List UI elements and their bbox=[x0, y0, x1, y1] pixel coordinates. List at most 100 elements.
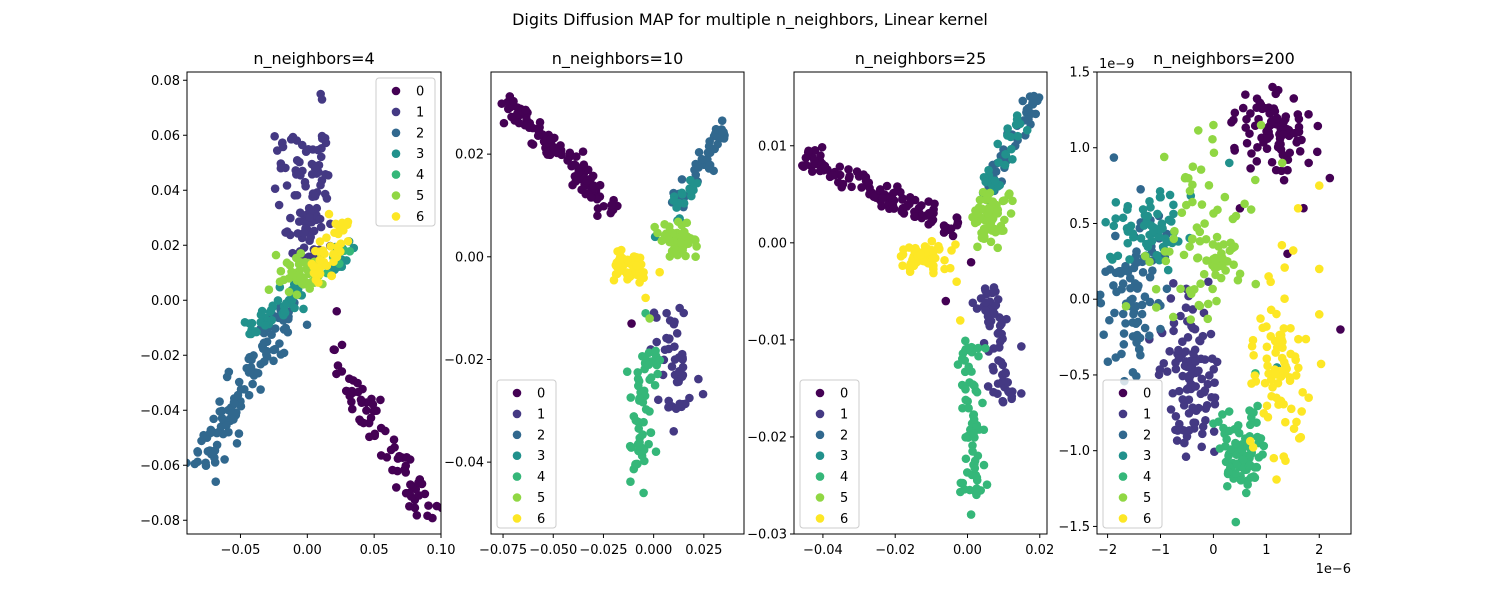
scatter-point bbox=[1210, 378, 1219, 387]
scatter-point bbox=[1188, 403, 1198, 413]
scatter-point bbox=[1198, 331, 1208, 341]
scatter-point bbox=[651, 447, 661, 456]
scatter-point bbox=[804, 146, 813, 156]
scatter-point bbox=[1133, 284, 1142, 293]
scatter-point bbox=[641, 405, 651, 414]
scatter-point bbox=[271, 250, 281, 260]
scatter-point bbox=[1262, 401, 1272, 411]
scatter-point bbox=[1209, 148, 1219, 158]
scatter-point bbox=[1223, 467, 1233, 477]
scatter-point bbox=[952, 213, 962, 223]
scatter-point bbox=[1101, 217, 1110, 227]
scatter-point bbox=[1111, 198, 1121, 207]
scatter-point bbox=[1231, 438, 1240, 448]
scatter-point bbox=[966, 510, 976, 519]
scatter-point bbox=[1242, 114, 1251, 124]
scatter-point bbox=[1225, 426, 1234, 436]
scatter-point bbox=[1006, 144, 1016, 154]
scatter-point bbox=[1132, 371, 1141, 381]
scatter-point bbox=[1209, 427, 1219, 436]
scatter-point bbox=[1133, 317, 1143, 327]
scatter-point bbox=[1136, 350, 1145, 360]
scatter-point bbox=[305, 213, 314, 222]
scatter-point bbox=[1162, 237, 1172, 247]
scatter-point bbox=[1210, 393, 1220, 402]
scatter-point bbox=[1203, 299, 1213, 309]
scatter-point bbox=[345, 391, 355, 401]
scatter-point bbox=[1188, 162, 1198, 172]
scatter-point bbox=[365, 432, 374, 442]
scatter-point bbox=[844, 165, 853, 174]
scatter-point bbox=[1136, 184, 1145, 194]
subplot-title: n_neighbors=10 bbox=[552, 49, 684, 69]
scatter-point bbox=[1238, 103, 1248, 113]
scatter-point bbox=[326, 241, 335, 251]
scatter-point bbox=[1169, 200, 1178, 210]
scatter-point bbox=[308, 189, 318, 198]
x-tick-label: 0 bbox=[1209, 543, 1217, 558]
legend-label: 2 bbox=[1143, 428, 1151, 443]
scatter-point bbox=[290, 303, 299, 313]
scatter-point bbox=[972, 476, 982, 485]
scatter-point bbox=[542, 148, 551, 157]
scatter-point bbox=[1132, 247, 1141, 256]
legend-label: 6 bbox=[537, 512, 545, 527]
scatter-point bbox=[276, 266, 286, 276]
subplot-1: n_neighbors=4 −0.05 0.00 0.05 0.10 −0.08 −0.06… bbox=[140, 49, 455, 558]
scatter-point bbox=[1294, 363, 1303, 373]
scatter-point bbox=[1112, 287, 1121, 297]
legend-marker bbox=[815, 514, 825, 523]
scatter-point bbox=[635, 278, 644, 287]
scatter-point bbox=[234, 429, 244, 438]
scatter-point bbox=[1273, 378, 1283, 388]
scatter-point bbox=[1277, 240, 1287, 250]
scatter-point bbox=[1212, 232, 1222, 242]
scatter-point bbox=[1283, 165, 1292, 175]
scatter-point bbox=[670, 342, 679, 351]
scatter-point bbox=[1181, 303, 1191, 313]
scatter-point bbox=[1219, 240, 1229, 249]
scatter-point bbox=[1268, 82, 1277, 92]
scatter-point bbox=[1243, 480, 1252, 489]
scatter-point bbox=[948, 231, 958, 241]
scatter-point bbox=[968, 441, 977, 450]
scatter-point bbox=[934, 241, 943, 251]
scatter-point bbox=[1256, 434, 1266, 443]
scatter-point bbox=[1171, 364, 1181, 374]
scatter-point bbox=[1140, 323, 1150, 333]
scatter-point bbox=[368, 400, 378, 409]
scatter-point bbox=[1202, 256, 1211, 265]
scatter-point bbox=[1196, 279, 1205, 289]
scatter-point bbox=[616, 255, 625, 264]
scatter-point bbox=[980, 232, 989, 242]
scatter-point bbox=[343, 217, 353, 227]
scatter-point bbox=[1272, 475, 1281, 484]
y-offset-label: 1e−9 bbox=[1099, 57, 1134, 72]
scatter-point bbox=[1247, 379, 1256, 388]
y-tick-label: −0.08 bbox=[140, 514, 180, 529]
y-tick-label: 0.06 bbox=[151, 129, 180, 144]
scatter-point bbox=[961, 384, 970, 394]
scatter-point bbox=[337, 367, 347, 376]
scatter-point bbox=[497, 99, 507, 108]
scatter-point bbox=[927, 236, 937, 246]
scatter-point bbox=[1105, 315, 1114, 325]
scatter-point bbox=[662, 308, 671, 318]
scatter-point bbox=[1314, 264, 1324, 274]
scatter-point bbox=[715, 134, 724, 143]
scatter-point bbox=[276, 163, 286, 173]
scatter-point bbox=[1227, 118, 1236, 127]
scatter-point bbox=[622, 268, 632, 277]
scatter-point bbox=[665, 252, 675, 261]
subplot-4: n_neighbors=200 −2 −1 0 1 2 −1.5 −1.0 −0.5 0.0 0.5… bbox=[1058, 49, 1352, 577]
scatter-point bbox=[1125, 255, 1134, 264]
axes-frame bbox=[793, 71, 1048, 535]
legend-label: 4 bbox=[537, 470, 545, 485]
series-5 bbox=[1121, 120, 1287, 324]
scatter-point bbox=[1197, 374, 1207, 384]
scatter-point bbox=[276, 350, 286, 359]
scatter-point bbox=[1152, 250, 1162, 260]
scatter-point bbox=[1182, 384, 1192, 394]
scatter-point bbox=[611, 269, 621, 279]
scatter-point bbox=[329, 257, 338, 267]
